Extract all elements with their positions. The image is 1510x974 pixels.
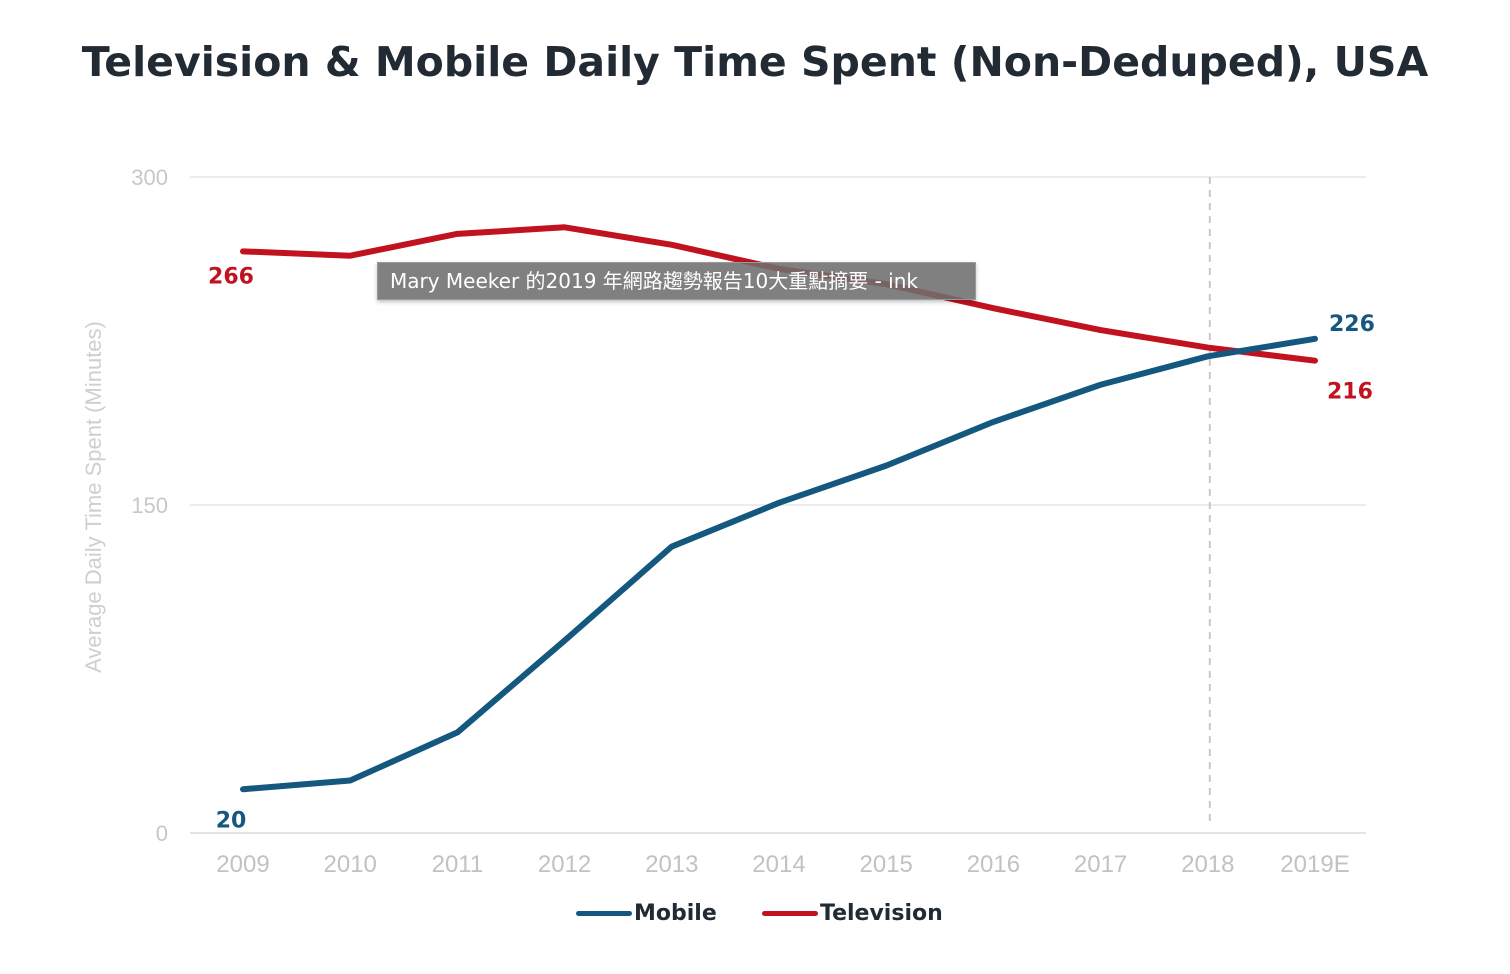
x-tick-label-2014: 2014: [752, 851, 805, 878]
y-tick-label-300: 300: [131, 165, 168, 190]
x-tick-label-2016: 2016: [967, 851, 1020, 878]
series-line-mobile[interactable]: [240, 335, 1318, 793]
point-mobile-2013[interactable]: [669, 544, 675, 550]
data-label-mobile-2019E: 226: [1329, 312, 1375, 337]
data-label-television-2019E: 216: [1327, 380, 1373, 405]
point-mobile-2017[interactable]: [1098, 382, 1104, 388]
legend-item-television[interactable]: Television: [762, 896, 943, 930]
x-tick-label-2012: 2012: [538, 851, 591, 878]
data-label-mobile-2009: 20: [216, 808, 247, 833]
legend-label-television: Television: [820, 900, 943, 926]
legend-label-mobile: Mobile: [634, 900, 717, 926]
point-mobile-2018[interactable]: [1205, 353, 1211, 359]
point-mobile-2009[interactable]: [240, 786, 246, 792]
point-mobile-2014[interactable]: [776, 500, 782, 506]
x-tick-label-2015: 2015: [860, 851, 913, 878]
x-tick-label-2009: 2009: [216, 851, 269, 878]
y-axis-label: Average Daily Time Spent (Minutes): [81, 321, 106, 673]
point-television-2010[interactable]: [347, 253, 353, 259]
point-television-2012[interactable]: [562, 224, 568, 230]
point-television-2019E[interactable]: [1312, 358, 1318, 364]
point-television-2018[interactable]: [1205, 345, 1211, 351]
point-mobile-2015[interactable]: [883, 463, 889, 469]
chart-title: Television & Mobile Daily Time Spent (No…: [81, 38, 1429, 86]
x-tick-label-2019E: 2019E: [1280, 851, 1349, 878]
x-tick-label-2010: 2010: [324, 851, 377, 878]
legend-swatch-television: [762, 910, 818, 916]
y-tick-label-0: 0: [156, 821, 168, 846]
point-mobile-2011[interactable]: [454, 729, 460, 735]
x-tick-label-2013: 2013: [645, 851, 698, 878]
point-television-2013[interactable]: [669, 242, 675, 248]
point-television-2017[interactable]: [1098, 327, 1104, 333]
point-television-2016[interactable]: [990, 305, 996, 311]
x-tick-label-2017: 2017: [1074, 851, 1127, 878]
point-mobile-2019E[interactable]: [1312, 336, 1318, 342]
point-television-2009[interactable]: [240, 248, 246, 254]
data-label-television-2009: 266: [208, 264, 254, 289]
legend-item-mobile[interactable]: Mobile: [576, 896, 717, 930]
point-television-2011[interactable]: [454, 231, 460, 237]
x-tick-label-2018: 2018: [1181, 851, 1234, 878]
legend-swatch-mobile: [576, 910, 632, 916]
point-mobile-2012[interactable]: [562, 638, 568, 644]
x-tick-label-2011: 2011: [432, 851, 484, 878]
point-mobile-2010[interactable]: [347, 778, 353, 784]
image-title-tooltip: Mary Meeker 的2019 年網路趨勢報告10大重點摘要 - ink: [377, 262, 976, 300]
y-tick-label-150: 150: [131, 493, 168, 518]
point-mobile-2016[interactable]: [990, 419, 996, 425]
chart-legend: Mobile Television: [0, 896, 1510, 930]
